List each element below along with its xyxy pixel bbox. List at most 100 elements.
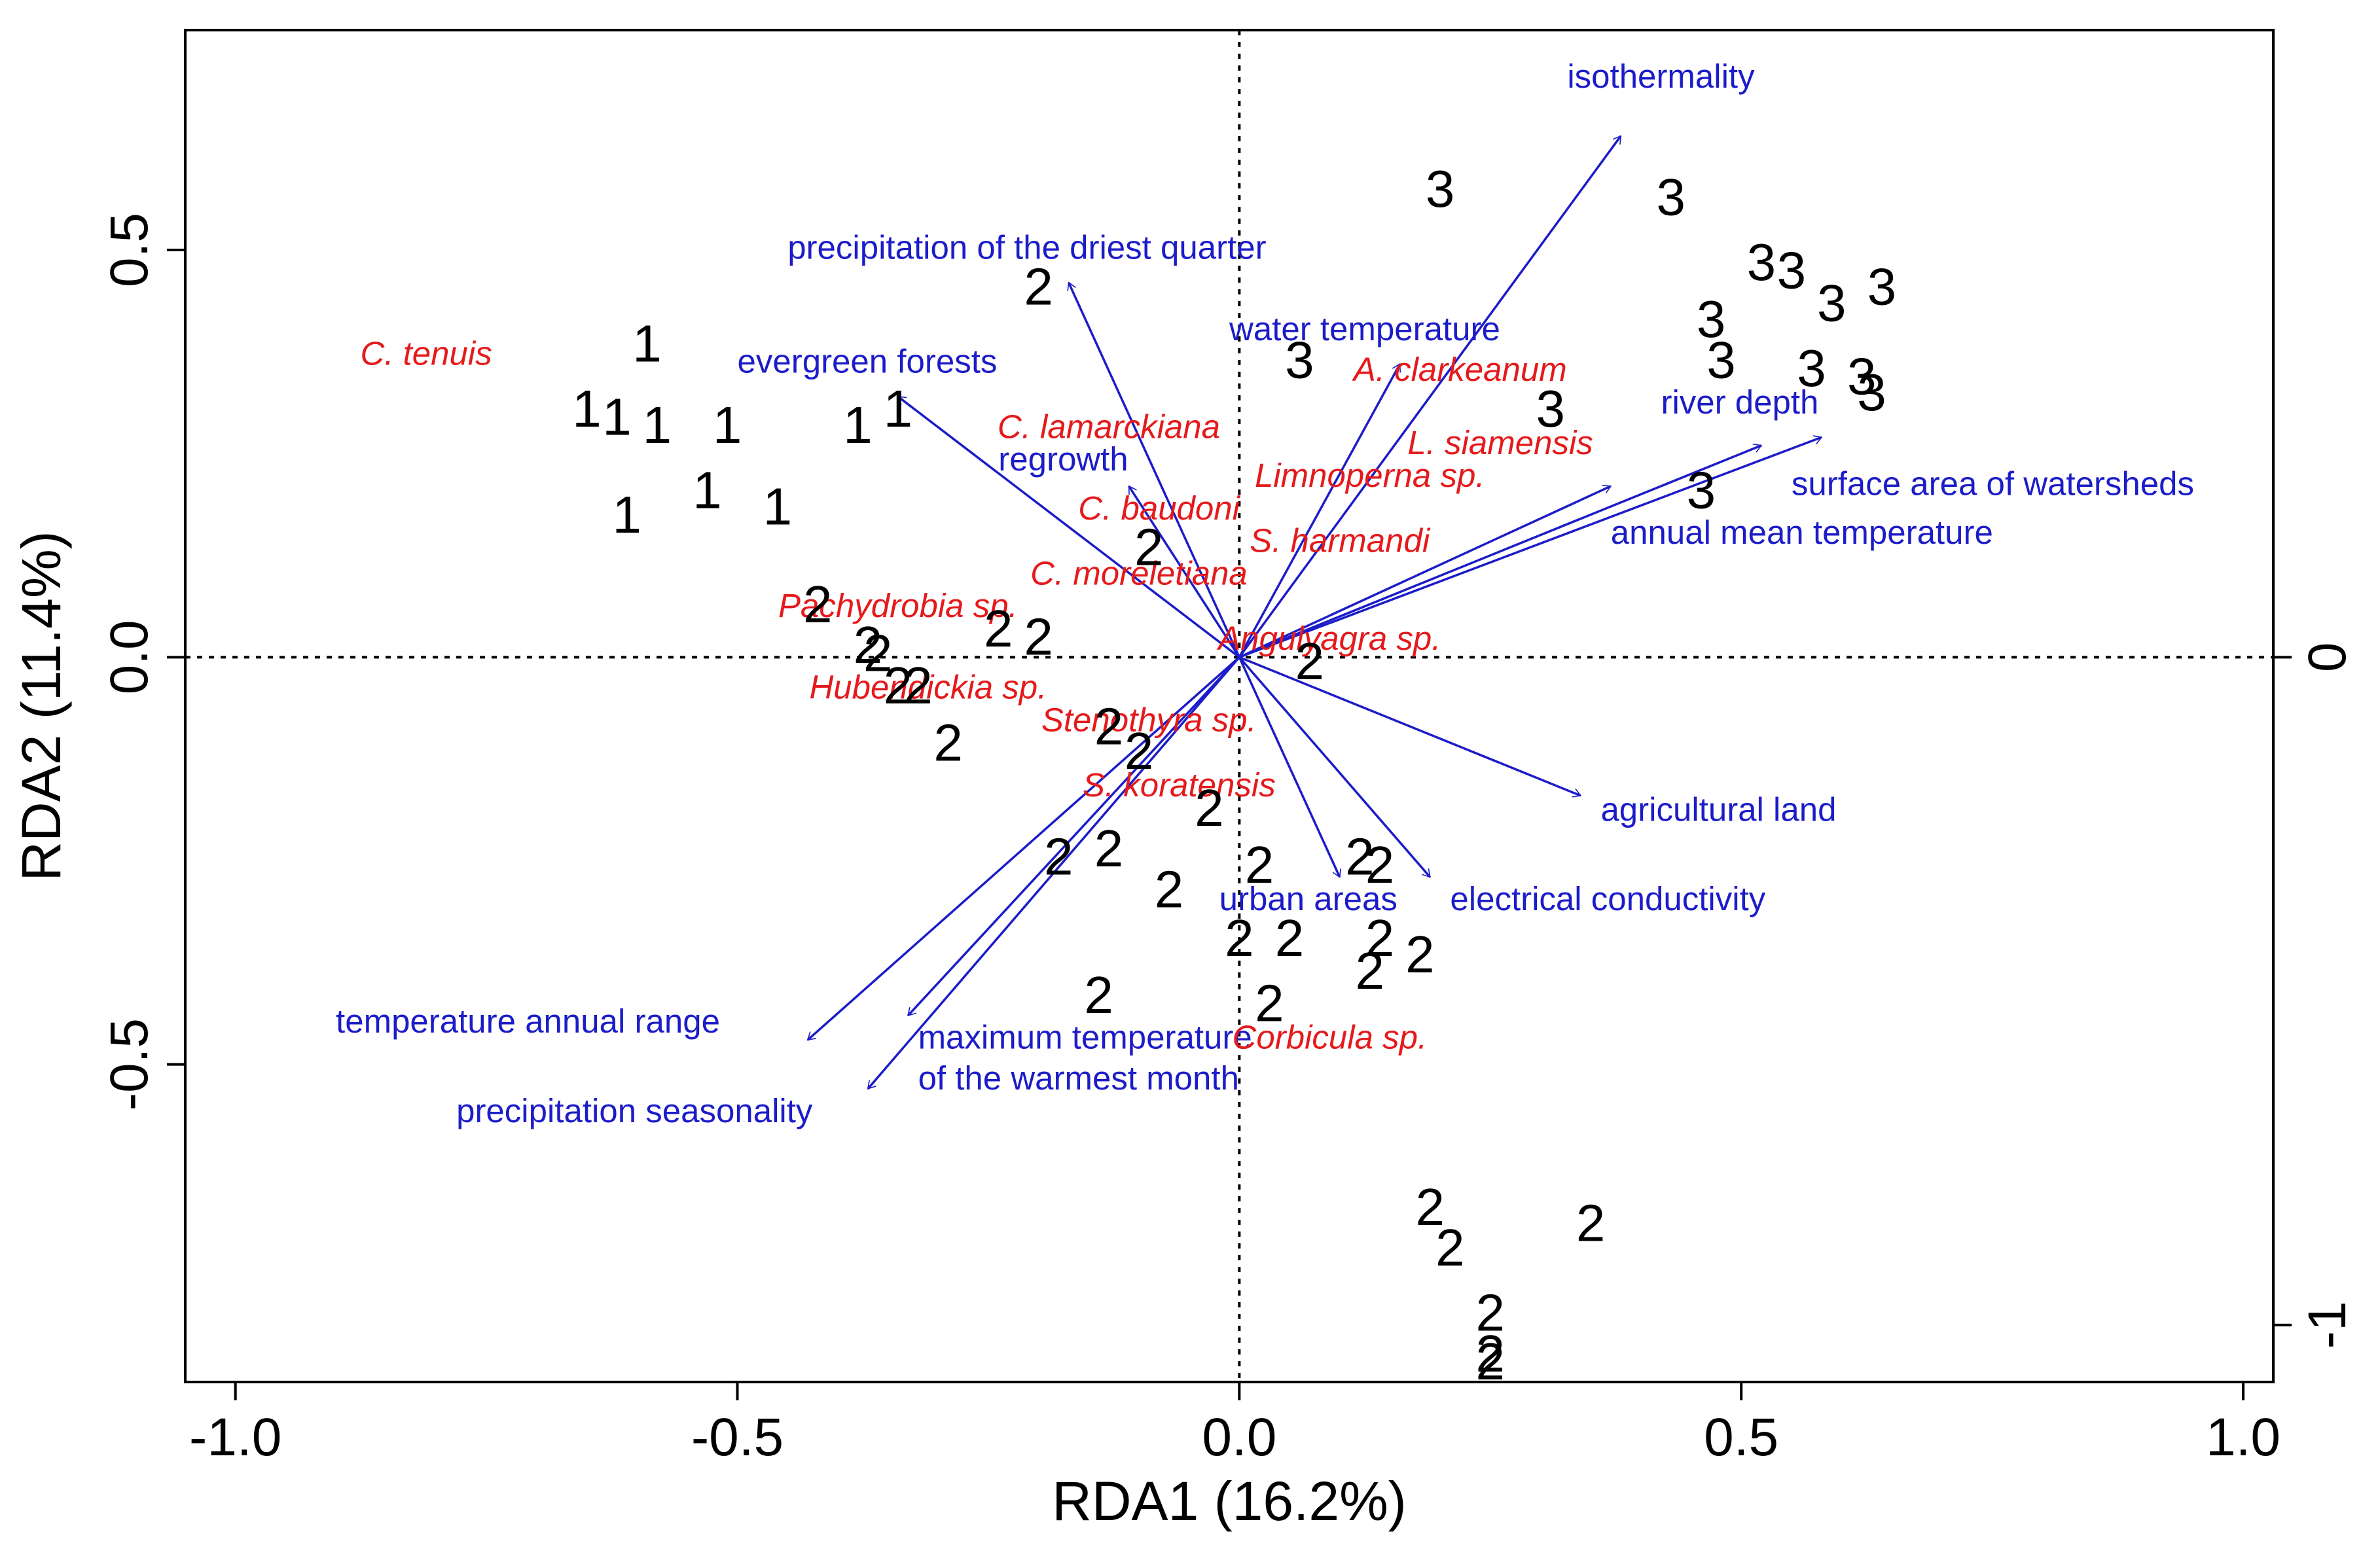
env-label-surface-area-of-watersheds: surface area of watersheds <box>1792 465 2194 502</box>
env-label-precipitation-of-the-driest-quarter: precipitation of the driest quarter <box>787 229 1266 266</box>
site-point-group-2: 2 <box>1415 1178 1445 1236</box>
vector-isothermality <box>1238 136 1622 658</box>
site-point-group-2: 2 <box>903 656 933 715</box>
site-point-group-2: 2 <box>1134 518 1164 576</box>
site-point-group-2: 2 <box>1195 779 1224 837</box>
vector-electrical-conductivity <box>1238 656 1432 877</box>
x-tick-label: 0.5 <box>1704 1408 1778 1467</box>
vector-maximum-temperature-of-the-warmest-month <box>907 656 1240 1017</box>
site-point-group-3: 3 <box>1657 168 1686 226</box>
vector-surface-area-of-watersheds <box>1238 437 1822 658</box>
species-pachydrobia-sp: Pachydrobia sp. <box>778 587 1018 624</box>
site-point-group-1: 1 <box>763 477 793 535</box>
species-s-harmandi: S. harmandi <box>1250 522 1431 559</box>
site-point-group-3: 3 <box>1426 160 1455 218</box>
site-point-group-2: 2 <box>803 575 833 633</box>
x-tick-label: 1.0 <box>2206 1408 2281 1467</box>
vector-annual-mean-temperature <box>1238 486 1610 658</box>
site-point-group-2: 2 <box>1225 909 1254 967</box>
vector-river-depth <box>1238 446 1761 658</box>
site-point-group-2: 2 <box>1155 860 1184 918</box>
vector-urban-areas <box>1238 656 1339 877</box>
site-point-group-2: 2 <box>854 616 883 674</box>
site-point-group-1: 1 <box>602 388 632 446</box>
site-point-group-2: 2 <box>1365 836 1395 894</box>
site-point-group-2: 2 <box>1476 1284 1506 1342</box>
site-point-group-1: 1 <box>884 380 913 438</box>
site-point-group-3: 3 <box>1285 330 1314 389</box>
environmental-labels: isothermality precipitation of the driest… <box>336 58 2194 1129</box>
site-point-group-2: 2 <box>1345 828 1375 886</box>
site-point-group-2: 2 <box>863 624 893 682</box>
x-tick-label: -0.5 <box>691 1408 784 1467</box>
y-tick-label: 0.5 <box>99 213 159 287</box>
site-point-group-1: 1 <box>693 461 722 520</box>
site-point-group-2: 2 <box>884 656 913 715</box>
env-label-water-temperature: water temperature <box>1229 310 1500 347</box>
y-tick-label: -0.5 <box>99 1018 159 1110</box>
site-point-group-3: 3 <box>1536 380 1566 438</box>
plot-frame <box>184 29 2275 1383</box>
species-c-tenuis: C. tenuis <box>360 334 492 372</box>
x-tick-label: -1.0 <box>189 1408 281 1467</box>
env-label-agricultural-land: agricultural land <box>1600 790 1836 828</box>
site-point-group-2: 2 <box>1295 632 1324 690</box>
species-angulyagra-sp: Angulyagra sp. <box>1216 620 1441 657</box>
env-label-evergreen-forests: evergreen forests <box>738 343 998 380</box>
env-label-isothermality: isothermality <box>1567 58 1755 95</box>
x-axis-title: RDA1 (16.2%) <box>1052 1470 1407 1532</box>
site-point-group-3: 3 <box>1867 257 1897 315</box>
species-corbicula-sp: Corbicula sp. <box>1233 1019 1428 1056</box>
vector-precipitation-of-the-driest-quarter <box>1069 283 1240 658</box>
species-l-siamensis: L. siamensis <box>1407 424 1593 461</box>
env-label-urban-areas: urban areas <box>1219 880 1397 917</box>
site-point-group-1: 1 <box>643 396 672 454</box>
site-point-group-2: 2 <box>1576 1194 1606 1252</box>
site-point-group-2: 2 <box>1435 1218 1465 1277</box>
species-hubendickia-sp: Hubendickia sp. <box>809 669 1047 706</box>
site-point-group-3: 3 <box>1817 274 1847 332</box>
vector-regrowth <box>1128 486 1240 658</box>
x-tick-label: 0.0 <box>1202 1408 1276 1467</box>
site-point-group-3: 3 <box>1797 339 1826 397</box>
environmental-vectors <box>808 136 1822 1089</box>
species-c-baudoni: C. baudoni <box>1078 489 1240 527</box>
vector-precipitation-seasonality <box>867 656 1240 1089</box>
vector-water-temperature <box>1238 364 1401 658</box>
site-point-group-2: 2 <box>1255 974 1284 1033</box>
site-point-group-2: 2 <box>1044 828 1073 886</box>
env-label-precipitation-seasonality: precipitation seasonality <box>456 1092 813 1129</box>
y-axis-title: RDA2 (11.4%) <box>10 531 72 881</box>
site-point-group-1: 1 <box>632 315 662 373</box>
site-point-group-2: 2 <box>1094 819 1124 878</box>
species-c-moreletiana: C. moreletiana <box>1030 554 1248 592</box>
site-point-group-3: 3 <box>1747 233 1776 291</box>
species-stenothyra-sp: Stenothyra sp. <box>1041 701 1257 738</box>
vector-temperature-annual-range <box>808 656 1240 1041</box>
site-point-group-2: 2 <box>1084 966 1113 1024</box>
right-tick-label: -1 <box>2298 1301 2357 1349</box>
site-point-group-2: 2 <box>1125 722 1154 780</box>
site-point-group-1: 1 <box>843 396 873 454</box>
zero-reference-lines <box>185 30 2273 1382</box>
site-point-group-3: 3 <box>1697 290 1726 348</box>
species-s-koratensis: S. koratensis <box>1083 766 1276 804</box>
right-tick-label: 0 <box>2298 643 2357 673</box>
env-label-river-depth: river depth <box>1661 383 1818 421</box>
site-point-group-3: 3 <box>1706 330 1736 389</box>
y-tick-label: 0.0 <box>99 620 159 694</box>
axes: -1.0 -0.5 0.0 0.5 1.0 -0.5 0.0 0.5 0 -1 <box>99 213 2357 1467</box>
site-point-group-2: 2 <box>1245 836 1274 894</box>
site-point-group-2: 2 <box>1405 925 1435 984</box>
species-labels: C. tenuis A. clarkeanum C. lamarckiana L. s… <box>360 334 1593 1055</box>
site-point-group-2: 2 <box>1024 608 1053 666</box>
env-label-regrowth: regrowth <box>998 440 1128 478</box>
env-label-of-the-warmest-month: of the warmest month <box>918 1059 1239 1097</box>
species-a-clarkeanum: A. clarkeanum <box>1352 351 1567 388</box>
site-point-group-2: 2 <box>1476 1324 1506 1383</box>
site-point-group-2: 2 <box>984 599 1013 658</box>
site-point-group-2: 2 <box>1275 909 1305 967</box>
site-point-group-1: 1 <box>713 396 742 454</box>
